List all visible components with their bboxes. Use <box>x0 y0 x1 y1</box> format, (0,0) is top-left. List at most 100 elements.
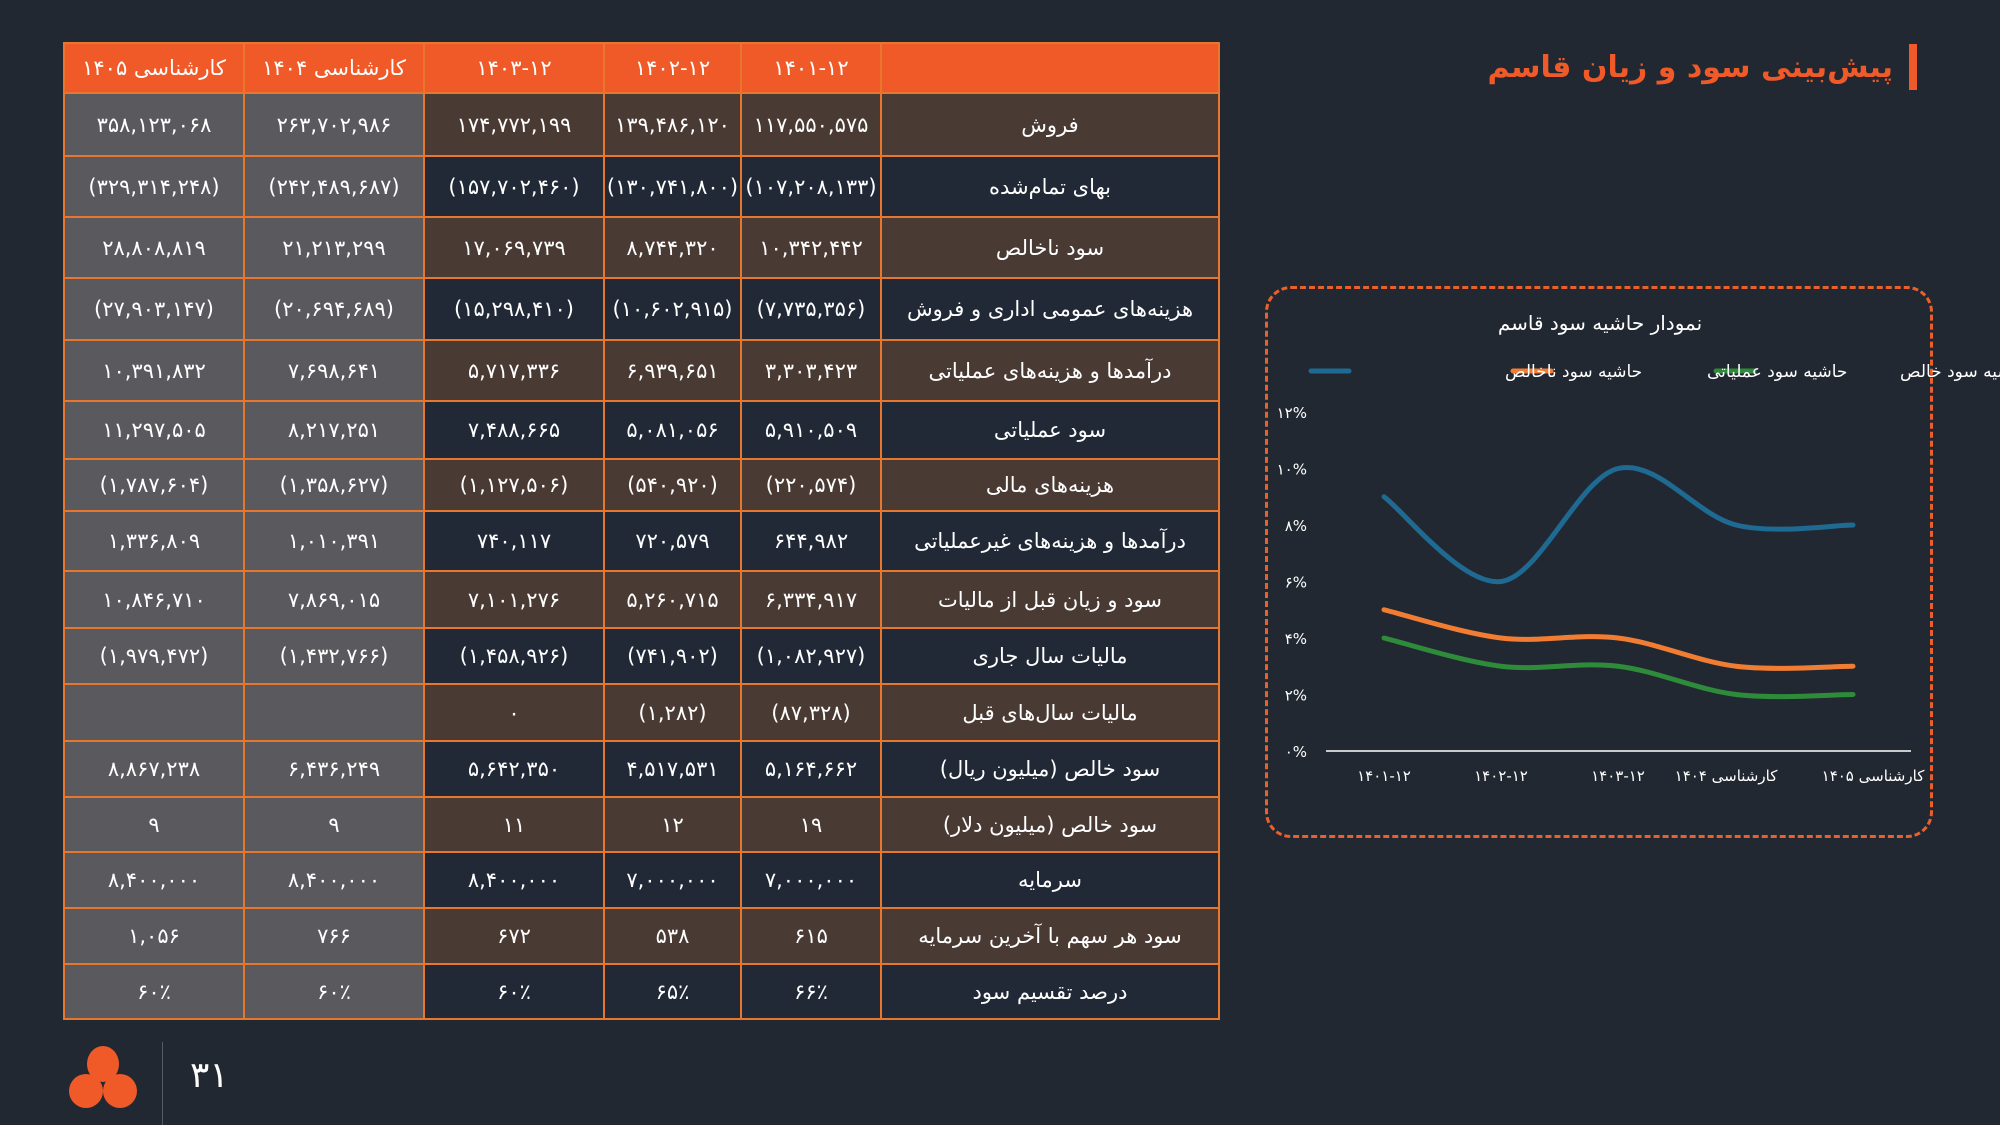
value-cell <box>63 683 245 742</box>
value-cell: ۰ <box>423 683 605 742</box>
value-cell: ۱۹ <box>740 796 882 853</box>
y-tick-label: ۰% <box>1285 743 1307 761</box>
value-cell: (۳۲۹,۳۱۴,۲۴۸) <box>63 155 245 218</box>
profit-loss-table: ۱۴۰۱-۱۲ ۱۴۰۲-۱۲ ۱۴۰۳-۱۲ کارشناسی ۱۴۰۴ کارشنا… <box>63 42 1220 1020</box>
x-tick-label: ۱۴۰۲-۱۲ <box>1474 767 1528 785</box>
table-row: درصد تقسیم سود ۶۶٪ ۶۵٪ ۶۰٪ ۶۰٪ ۶۰٪ <box>63 963 1220 1020</box>
value-cell: ۱۰,۸۴۶,۷۱۰ <box>63 570 245 629</box>
company-logo-icon <box>69 1046 137 1108</box>
value-cell: ۸,۲۱۷,۲۵۱ <box>243 400 425 460</box>
x-tick-label: کارشناسی ۱۴۰۵ <box>1822 767 1926 785</box>
row-label: درصد تقسیم سود <box>880 963 1220 1020</box>
table-row: بهای تمام‌شده (۱۰۷,۲۰۸,۱۳۳) (۱۳۰,۷۴۱,۸۰۰)(… <box>63 155 1220 218</box>
value-cell: ۷,۰۰۰,۰۰۰ <box>603 851 742 909</box>
value-cell: (۲۰,۶۹۴,۶۸۹) <box>243 277 425 341</box>
value-cell: ۶۴۴,۹۸۲ <box>740 510 882 572</box>
x-tick-label: ۱۴۰۳-۱۲ <box>1591 767 1645 785</box>
value-cell: ۳۵۸,۱۲۳,۰۶۸ <box>63 92 245 157</box>
value-cell: ۷,۶۹۸,۶۴۱ <box>243 339 425 402</box>
value-cell: ۵,۰۸۱,۰۵۶ <box>603 400 742 460</box>
value-cell: ۲۱,۲۱۳,۲۹۹ <box>243 216 425 279</box>
row-label: هزینه‌های مالی <box>880 458 1220 512</box>
value-cell: ۱۲ <box>603 796 742 853</box>
value-cell: (۱۵۷,۷۰۲,۴۶۰) <box>423 155 605 218</box>
table-row: مالیات سال جاری (۱,۰۸۲,۹۲۷) (۷۴۱,۹۰۲) (۱,۴۵… <box>63 627 1220 685</box>
value-cell: ۸,۴۰۰,۰۰۰ <box>243 851 425 909</box>
value-cell: ۵,۷۱۷,۳۳۶ <box>423 339 605 402</box>
y-tick-label: ۱۲% <box>1277 404 1307 422</box>
value-cell: (۱۳۰,۷۴۱,۸۰۰) <box>603 155 742 218</box>
value-cell: (۸۷,۳۲۸) <box>740 683 882 742</box>
value-cell: ۱۳۹,۴۸۶,۱۲۰ <box>603 92 742 157</box>
header-period: کارشناسی ۱۴۰۵ <box>63 42 245 94</box>
value-cell: ۵۳۸ <box>603 907 742 965</box>
row-label: سود خالص (میلیون ریال) <box>880 740 1220 798</box>
value-cell: (۱,۰۸۲,۹۲۷) <box>740 627 882 685</box>
value-cell: (۱۵,۲۹۸,۴۱۰) <box>423 277 605 341</box>
value-cell: (۲۲۰,۵۷۴) <box>740 458 882 512</box>
value-cell: (۱,۲۸۲) <box>603 683 742 742</box>
value-cell: ۲۸,۸۰۸,۸۱۹ <box>63 216 245 279</box>
value-cell: ۷۴۰,۱۱۷ <box>423 510 605 572</box>
y-tick-label: ۸% <box>1285 517 1307 535</box>
value-cell: ۸,۷۴۴,۳۲۰ <box>603 216 742 279</box>
value-cell: (۱,۷۸۷,۶۰۴) <box>63 458 245 512</box>
header-period: کارشناسی ۱۴۰۴ <box>243 42 425 94</box>
value-cell: (۲۷,۹۰۳,۱۴۷) <box>63 277 245 341</box>
value-cell: ۳,۳۰۳,۴۲۳ <box>740 339 882 402</box>
y-tick-label: ۶% <box>1285 574 1307 592</box>
value-cell: ۱۱,۲۹۷,۵۰۵ <box>63 400 245 460</box>
row-label: سود خالص (میلیون دلار) <box>880 796 1220 853</box>
row-label: فروش <box>880 92 1220 157</box>
value-cell: ۶۵٪ <box>603 963 742 1020</box>
value-cell: ۶۱۵ <box>740 907 882 965</box>
table-row: درآمدها و هزینه‌های غیرعملیاتی ۶۴۴,۹۸۲ ۷۲۰… <box>63 510 1220 572</box>
header-period: ۱۴۰۳-۱۲ <box>423 42 605 94</box>
table-row: هزینه‌های عمومی اداری و فروش (۷,۷۳۵,۳۵۶)(… <box>63 277 1220 341</box>
row-label: سود و زیان قبل از مالیات <box>880 570 1220 629</box>
value-cell: ۶۰٪ <box>243 963 425 1020</box>
value-cell: ۶۶٪ <box>740 963 882 1020</box>
value-cell: ۱,۰۵۶ <box>63 907 245 965</box>
legend-label: حاشیه سود ناخالص <box>1505 362 1642 382</box>
row-label: بهای تمام‌شده <box>880 155 1220 218</box>
value-cell: ۶,۳۳۴,۹۱۷ <box>740 570 882 629</box>
value-cell: (۷۴۱,۹۰۲) <box>603 627 742 685</box>
row-label: سود عملیاتی <box>880 400 1220 460</box>
value-cell: ۸,۴۰۰,۰۰۰ <box>63 851 245 909</box>
value-cell: ۶,۴۳۶,۲۴۹ <box>243 740 425 798</box>
row-label: مالیات سال جاری <box>880 627 1220 685</box>
legend-label: حاشیه سود خالص <box>1900 362 2000 382</box>
value-cell: (۱,۱۲۷,۵۰۶) <box>423 458 605 512</box>
series-line-0 <box>1381 635 1856 700</box>
value-cell: ۱۷۴,۷۷۲,۱۹۹ <box>423 92 605 157</box>
value-cell: ۱۰,۳۹۱,۸۳۲ <box>63 339 245 402</box>
value-cell: ۱۷,۰۶۹,۷۳۹ <box>423 216 605 279</box>
table-row: سود خالص (میلیون دلار) ۱۹ ۱۲ ۱۱ ۹ ۹ <box>63 796 1220 853</box>
value-cell: ۵,۶۴۲,۳۵۰ <box>423 740 605 798</box>
value-cell: ۷۲۰,۵۷۹ <box>603 510 742 572</box>
page-title-block: پیش‌بینی سود و زیان قاسم <box>1488 44 1917 90</box>
value-cell: ۶۷۲ <box>423 907 605 965</box>
value-cell: ۹ <box>63 796 245 853</box>
value-cell: ۸,۸۶۷,۲۳۸ <box>63 740 245 798</box>
title-accent-bar <box>1909 44 1917 90</box>
x-tick-label: ۱۴۰۱-۱۲ <box>1357 767 1411 785</box>
value-cell: ۵,۹۱۰,۵۰۹ <box>740 400 882 460</box>
header-period: ۱۴۰۲-۱۲ <box>603 42 742 94</box>
value-cell: (۱۰۷,۲۰۸,۱۳۳) <box>740 155 882 218</box>
footer-divider <box>162 1042 163 1125</box>
value-cell: ۷,۱۰۱,۲۷۶ <box>423 570 605 629</box>
table-row: سود و زیان قبل از مالیات ۶,۳۳۴,۹۱۷ ۵,۲۶۰,۷… <box>63 570 1220 629</box>
legend-label: حاشیه سود عملیاتی <box>1707 362 1847 382</box>
page-number: ۳۱ <box>190 1055 229 1096</box>
value-cell: (۱,۳۵۸,۶۲۷) <box>243 458 425 512</box>
header-period: ۱۴۰۱-۱۲ <box>740 42 882 94</box>
series-line-2 <box>1381 464 1856 585</box>
value-cell: ۷,۸۶۹,۰۱۵ <box>243 570 425 629</box>
value-cell: ۶,۹۳۹,۶۵۱ <box>603 339 742 402</box>
value-cell: ۱۰,۳۴۲,۴۴۲ <box>740 216 882 279</box>
value-cell: (۲۴۲,۴۸۹,۶۸۷) <box>243 155 425 218</box>
chart-title: نمودار حاشیه سود قاسم <box>1498 311 1702 335</box>
